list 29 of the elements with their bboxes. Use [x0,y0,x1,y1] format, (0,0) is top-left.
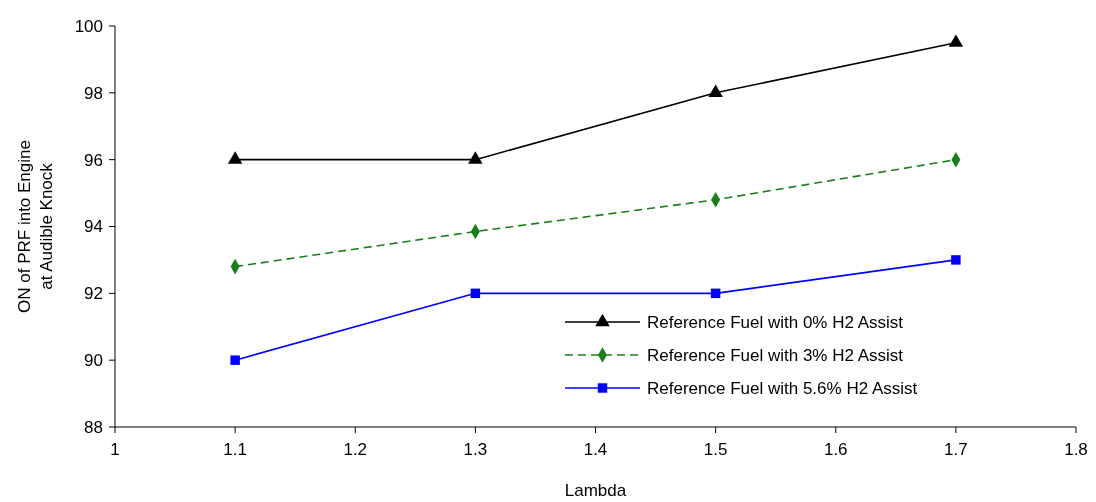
point [227,151,243,164]
x-tick-label: 1 [110,440,120,459]
y-tick-label: 92 [84,284,103,304]
legend-label: Reference Fuel with 3% H2 Assist [647,345,904,365]
x-tick-label: 1.7 [944,440,968,459]
y-axis-title: ON of PRF into Engine at Audible Knock [15,140,56,313]
point [948,34,964,47]
x-tick-label: 1.5 [703,440,728,459]
y-tick-label: 100 [74,16,103,36]
point [951,255,961,265]
point [468,151,483,164]
x-tick-label: 1.6 [823,440,848,459]
point [230,355,240,365]
x-tick-label: 1.8 [1064,440,1088,459]
y-tick-label: 96 [84,150,103,170]
point [470,288,481,299]
y-tick-label: 88 [84,417,103,437]
legend-label: Reference Fuel with 5.6% H2 Assist [647,378,918,398]
x-axis-title: Lambda [564,481,627,500]
x-tick-label: 1.4 [583,440,608,459]
x-tick-label: 1.1 [223,440,247,459]
y-tick-label: 98 [84,83,103,103]
x-tick-label: 1.3 [463,440,488,459]
legend-label: Reference Fuel with 0% H2 Assist [647,312,904,332]
point [710,288,721,299]
x-tick-label: 1.2 [343,440,368,459]
point [708,84,723,97]
y-tick-label: 94 [84,217,103,237]
y-tick-label: 90 [84,351,103,371]
